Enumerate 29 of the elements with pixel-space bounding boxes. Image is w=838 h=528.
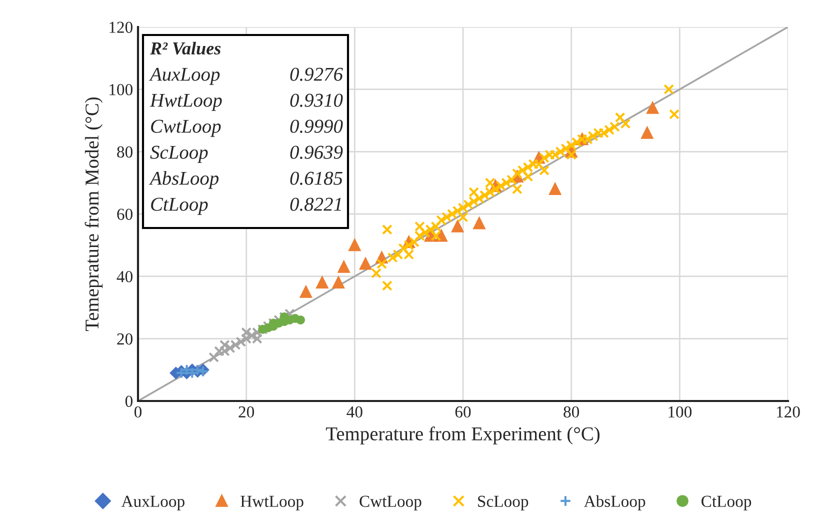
x-tick-label: 20	[238, 406, 254, 418]
text: CtLoop 0.8221	[151, 198, 341, 215]
y-tick-label: 120	[110, 22, 133, 33]
legend-label: AbsLoop	[584, 495, 646, 510]
y-axis-title: Temeprature from Model (°C)	[84, 97, 103, 332]
x-tick-label: 80	[564, 406, 580, 418]
y-tick-label: 0	[125, 396, 133, 407]
text: AuxLoop 0.9276	[148, 68, 343, 85]
x-tick-label: 40	[346, 406, 362, 418]
legend-label: HwtLoop	[240, 496, 304, 510]
text: HwtLoop 0.9310	[150, 94, 343, 111]
y-tick-label: 40	[116, 271, 133, 282]
x-axis-title: Temperature from Experiment (°C)	[326, 426, 600, 444]
x-tick-label: 60	[455, 406, 471, 418]
annotation: R² Values	[150, 42, 221, 55]
text: AbsLoop 0.6185	[148, 171, 342, 189]
legend-label: CtLoop	[702, 496, 752, 510]
x-tick-label: 0	[134, 406, 142, 418]
legend-label: AuxLoop	[121, 496, 184, 510]
x-tick-label: 120	[776, 406, 800, 418]
x-tick-label: 100	[668, 406, 692, 418]
y-tick-label: 100	[110, 84, 133, 96]
y-tick-label: 20	[117, 333, 133, 345]
y-tick-label: 80	[117, 146, 133, 158]
legend-label: CwtLoop	[360, 496, 422, 510]
text: ScLoop 0.9639	[150, 146, 343, 163]
text: CwtLoop 0.9990	[151, 120, 343, 137]
legend-label: ScLoop	[478, 496, 528, 510]
y-tick-label: 60	[117, 208, 133, 220]
